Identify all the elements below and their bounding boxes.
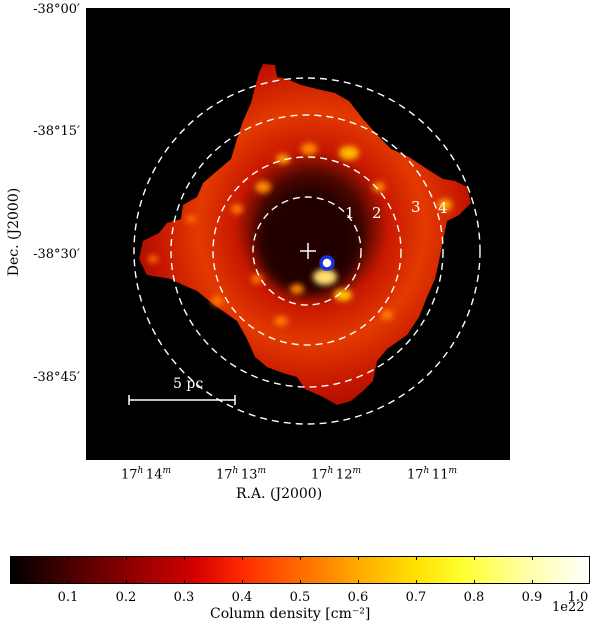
colorbar-tick-mark: [126, 556, 127, 560]
y-tick-label: -38°30′: [33, 247, 80, 262]
bright-clumps: [148, 143, 452, 326]
map-image: 1 2 3 4 5 pc: [128, 64, 481, 425]
center-cross-icon: [300, 243, 316, 259]
colorbar-tick-label: 0.8: [463, 590, 485, 605]
colorbar-tick-mark: [300, 556, 301, 560]
ring-label-3: 3: [411, 198, 421, 216]
y-tick-label: -38°00′: [33, 2, 80, 17]
colorbar-tick-label: 0.2: [115, 590, 137, 605]
colorbar-tick-label: 0.7: [405, 590, 427, 605]
colorbar-tick-mark: [589, 556, 590, 560]
colorbar-tick-label: 0.5: [289, 590, 311, 605]
colorbar-tick-mark: [474, 580, 475, 584]
colorbar-tick-mark: [126, 580, 127, 584]
colorbar-tick-mark: [532, 556, 533, 560]
x-tick-label: 17h 13m: [215, 466, 267, 483]
colorbar-tick-mark: [184, 580, 185, 584]
colorbar-tick-mark: [358, 556, 359, 560]
ring-label-4: 4: [438, 199, 448, 217]
colorbar: [10, 556, 590, 584]
x-tick-label: 17h 14m: [120, 466, 172, 483]
colorbar-tick-label: 0.9: [521, 590, 543, 605]
colorbar-label: Column density [cm⁻²]: [210, 606, 371, 622]
x-tick-label: 17h 12m: [310, 466, 362, 483]
source-marker-icon: [319, 255, 335, 271]
scale-bar: [128, 395, 236, 405]
colorbar-tick-label: 0.3: [173, 590, 195, 605]
colorbar-tick-label: 0.6: [347, 590, 369, 605]
colorbar-tick-mark: [532, 580, 533, 584]
colorbar-tick-mark: [68, 556, 69, 560]
x-axis-label: R.A. (J2000): [236, 486, 323, 502]
colorbar-tick-mark: [300, 580, 301, 584]
colorbar-tick-label: 1.0: [567, 590, 589, 605]
colorbar-tick-mark: [589, 580, 590, 584]
colorbar-tick-label: 0.4: [231, 590, 253, 605]
central-cavity: [259, 187, 359, 295]
ring-label-1: 1: [345, 204, 355, 222]
y-axis-label: Dec. (J2000): [6, 187, 22, 277]
column-density-map: 1 2 3 4 5 pc: [86, 8, 510, 460]
colorbar-tick-mark: [416, 580, 417, 584]
colorbar-tick-mark: [184, 556, 185, 560]
annular-rings: [133, 77, 481, 425]
ring-label-2: 2: [372, 204, 382, 222]
y-tick-label: -38°45′: [33, 370, 80, 385]
colorbar-tick-label: 0.1: [57, 590, 79, 605]
y-tick-label: -38°15′: [33, 124, 80, 139]
x-tick-label: 17h 11m: [406, 466, 458, 483]
colorbar-tick-mark: [68, 580, 69, 584]
colorbar-tick-mark: [416, 556, 417, 560]
colorbar-tick-mark: [358, 580, 359, 584]
colorbar-offset-label: 1e22: [552, 600, 585, 615]
colorbar-tick-mark: [242, 556, 243, 560]
colorbar-tick-mark: [474, 556, 475, 560]
scale-bar-label: 5 pc: [173, 376, 203, 392]
colorbar-tick-mark: [242, 580, 243, 584]
